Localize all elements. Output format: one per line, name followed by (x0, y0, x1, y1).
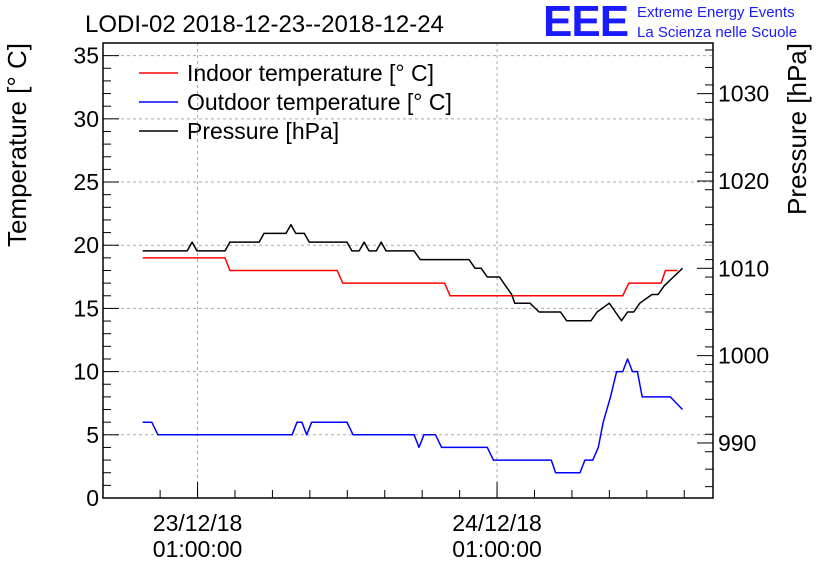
y-axis-pressure: 990 1000 1010 1020 1030 (697, 49, 769, 488)
y-tick-label: 10 (73, 359, 99, 385)
x-tick-date: 24/12/18 (452, 510, 542, 536)
legend-label: Outdoor temperature [° C] (187, 89, 452, 115)
grid (103, 43, 713, 498)
series-line-0 (142, 257, 678, 297)
series-line-2 (142, 223, 684, 322)
y-tick-label: 20 (73, 232, 99, 258)
x-tick-time: 01:00:00 (153, 536, 243, 562)
y-tick-label: 5 (86, 422, 99, 448)
chart-title: LODI-02 2018-12-23--2018-12-24 (85, 11, 444, 38)
y-tick-label: 35 (73, 43, 99, 69)
y-axis-temperature: 0 5 10 15 20 25 30 35 (73, 43, 119, 511)
series-group (142, 223, 684, 474)
y2-tick-label: 1000 (718, 343, 769, 369)
legend-label: Pressure [hPa] (187, 118, 339, 144)
y2-tick-label: 990 (718, 430, 756, 456)
x-tick-time: 01:00:00 (452, 536, 542, 562)
legend: Indoor temperature [° C] Outdoor temperat… (139, 60, 452, 144)
y-axis-label: Temperature [° C] (2, 43, 32, 247)
y2-tick-label: 1030 (718, 81, 769, 107)
y2-tick-label: 1020 (718, 168, 769, 194)
eee-logo: EEE (543, 0, 629, 46)
series-line-1 (142, 358, 684, 474)
legend-label: Indoor temperature [° C] (187, 60, 434, 86)
y-tick-label: 30 (73, 106, 99, 132)
y-tick-label: 15 (73, 295, 99, 321)
y2-tick-label: 1010 (718, 255, 769, 281)
y-tick-label: 25 (73, 169, 99, 195)
logo-tagline-2: La Scienza nelle Scuole (637, 24, 798, 41)
y-tick-label: 0 (86, 485, 99, 511)
x-tick-date: 23/12/18 (153, 510, 243, 536)
y2-axis-label: Pressure [hPa] (782, 43, 812, 215)
logo-tagline-1: Extreme Energy Events (637, 4, 795, 21)
